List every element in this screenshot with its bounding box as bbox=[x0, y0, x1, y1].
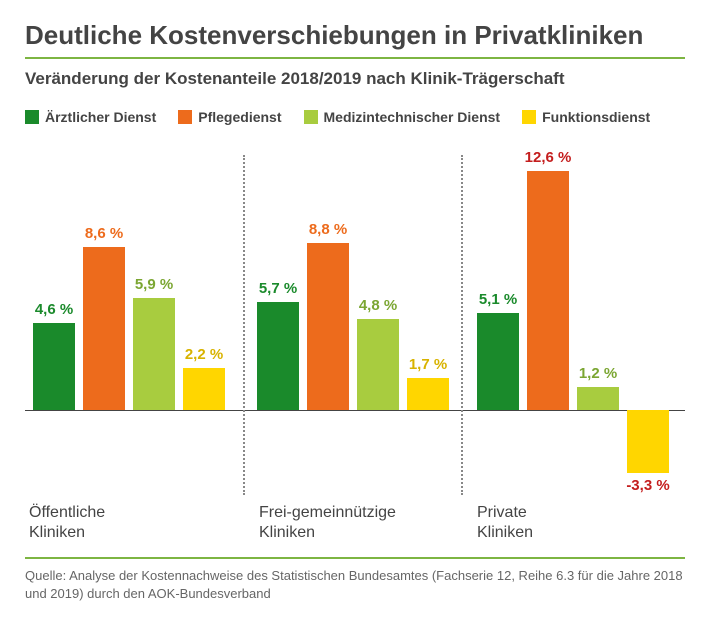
legend-swatch bbox=[25, 110, 39, 124]
bar bbox=[307, 243, 349, 410]
bar bbox=[183, 368, 225, 410]
legend-label: Pflegedienst bbox=[198, 109, 281, 125]
bar-value-label: 4,8 % bbox=[348, 297, 408, 314]
legend-label: Ärztlicher Dienst bbox=[45, 109, 156, 125]
legend-label: Medizintechnischer Dienst bbox=[324, 109, 501, 125]
source-text: Quelle: Analyse der Kostennachweise des … bbox=[25, 567, 685, 602]
baseline bbox=[25, 410, 685, 411]
legend-item: Medizintechnischer Dienst bbox=[304, 109, 501, 125]
legend: Ärztlicher Dienst Pflegedienst Medizintech… bbox=[25, 109, 685, 125]
bar bbox=[83, 247, 125, 410]
bar bbox=[577, 387, 619, 410]
legend-item: Funktionsdienst bbox=[522, 109, 650, 125]
bar bbox=[477, 313, 519, 410]
bar bbox=[527, 171, 569, 410]
chart-title: Deutliche Kostenverschiebungen in Privat… bbox=[25, 20, 685, 51]
legend-swatch bbox=[178, 110, 192, 124]
bar-value-label: 8,6 % bbox=[74, 225, 134, 242]
chart-subtitle: Veränderung der Kostenanteile 2018/2019 … bbox=[25, 69, 685, 89]
legend-item: Ärztlicher Dienst bbox=[25, 109, 156, 125]
bar-value-label: 5,9 % bbox=[124, 276, 184, 293]
bar bbox=[133, 298, 175, 410]
bar bbox=[627, 410, 669, 473]
bar-value-label: -3,3 % bbox=[618, 477, 678, 494]
bar-value-label: 4,6 % bbox=[24, 301, 84, 318]
x-axis-label: Frei-gemeinnützigeKliniken bbox=[243, 503, 461, 543]
bar bbox=[33, 323, 75, 410]
bar-value-label: 12,6 % bbox=[518, 149, 578, 166]
x-axis-label: PrivateKliniken bbox=[461, 503, 679, 543]
legend-label: Funktionsdienst bbox=[542, 109, 650, 125]
legend-swatch bbox=[522, 110, 536, 124]
bar bbox=[257, 302, 299, 410]
legend-item: Pflegedienst bbox=[178, 109, 281, 125]
group-divider bbox=[243, 155, 245, 495]
bar bbox=[357, 319, 399, 410]
x-axis-label: ÖffentlicheKliniken bbox=[25, 503, 243, 543]
bar bbox=[407, 378, 449, 410]
bar-value-label: 5,7 % bbox=[248, 280, 308, 297]
bar-value-label: 1,7 % bbox=[398, 356, 458, 373]
bar-value-label: 1,2 % bbox=[568, 365, 628, 382]
chart-plot: 4,6 % 8,6 % 5,9 % 2,2 % 5,7 % 8,8 % 4,8 % 1,7 %… bbox=[25, 135, 685, 495]
x-axis-labels: ÖffentlicheKlinikenFrei-gemeinnützigeKli… bbox=[25, 503, 685, 543]
legend-swatch bbox=[304, 110, 318, 124]
bar-value-label: 2,2 % bbox=[174, 346, 234, 363]
divider-bottom bbox=[25, 557, 685, 559]
bar-value-label: 5,1 % bbox=[468, 291, 528, 308]
bar-value-label: 8,8 % bbox=[298, 221, 358, 238]
group-divider bbox=[461, 155, 463, 495]
divider-top bbox=[25, 57, 685, 59]
